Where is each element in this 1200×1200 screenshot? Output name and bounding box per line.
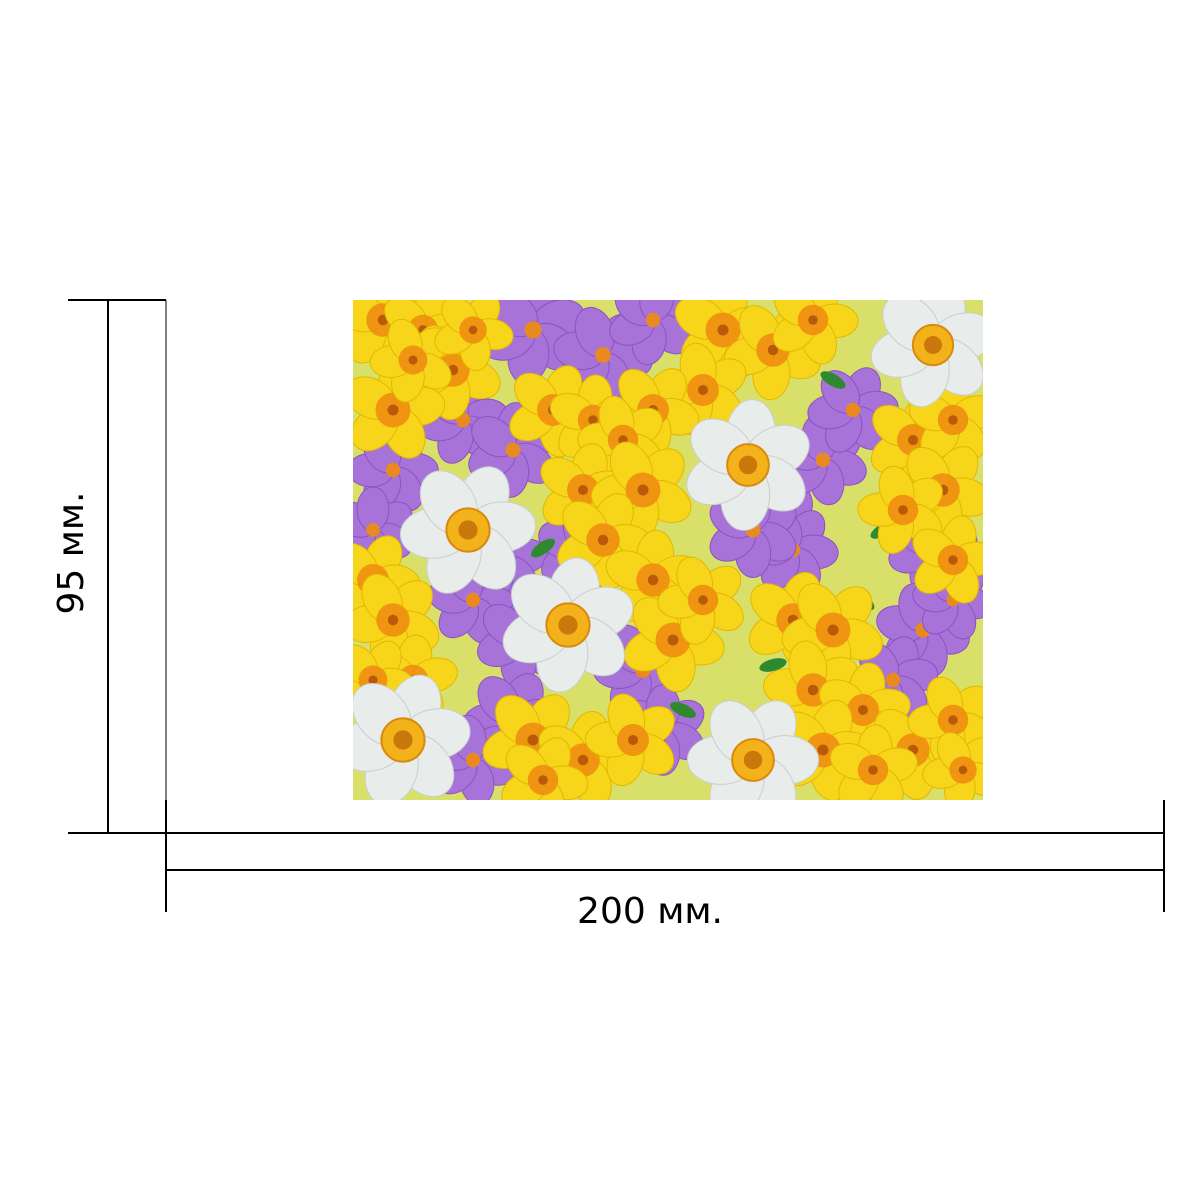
flower-collage-icon	[353, 300, 983, 800]
height-label: 95 мм.	[51, 491, 92, 615]
flower-collage-image	[353, 300, 983, 800]
width-label: 200 мм.	[577, 891, 723, 932]
